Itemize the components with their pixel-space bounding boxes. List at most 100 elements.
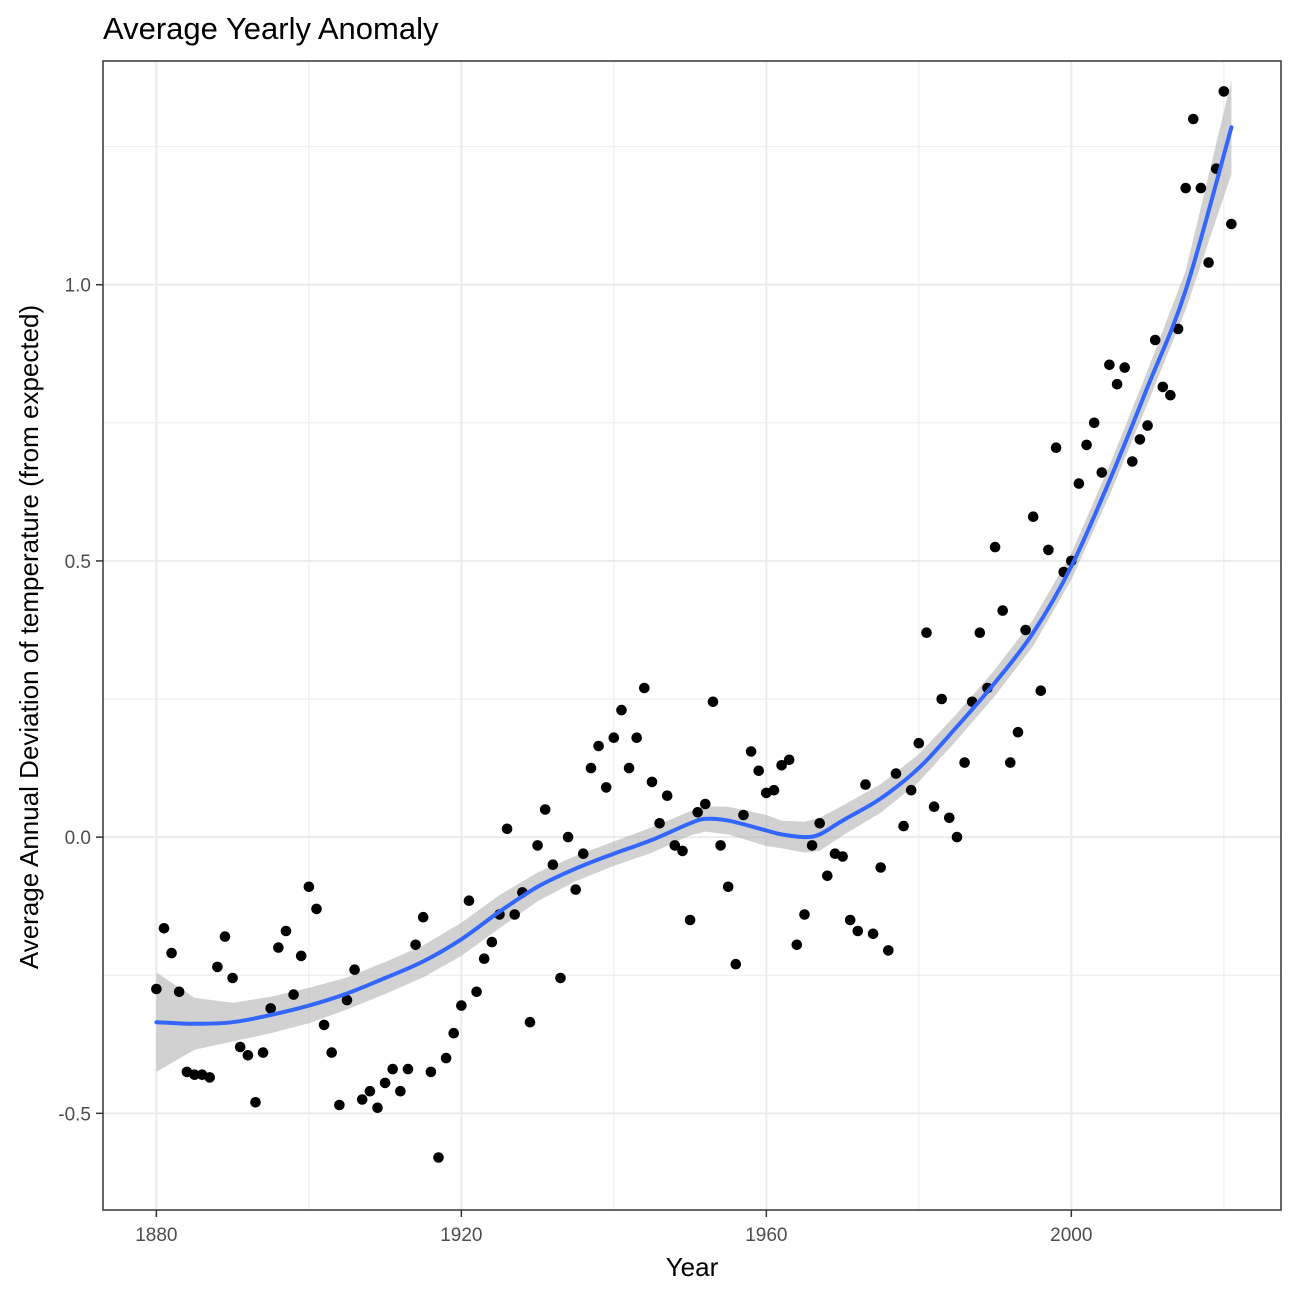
smooth-line-path [154,125,1234,1026]
y-tick-label: 0.0 [65,828,91,849]
data-point [212,961,223,973]
data-point [1157,381,1169,393]
data-point [265,1003,277,1014]
data-point [745,746,757,757]
data-point [303,881,315,893]
data-point [776,760,787,771]
data-point [433,1152,444,1163]
major-gridlines [103,61,1281,1210]
data-point [1226,218,1237,230]
data-point [768,784,780,796]
data-point [234,1041,246,1053]
data-point [334,1099,345,1111]
data-point [364,1085,376,1097]
y-tick-label: 1.0 [65,276,91,297]
data-point [883,945,894,956]
data-point [951,831,963,843]
data-point [288,989,299,1000]
x-tick-label: 1960 [745,1225,787,1246]
data-point [189,1069,200,1080]
data-point [616,704,627,716]
data-point [684,914,696,926]
data-point [608,732,620,743]
data-point [661,790,673,801]
data-point [928,801,940,812]
data-point [1188,113,1199,125]
data-point [898,820,909,832]
data-point [997,605,1008,616]
data-point [905,784,917,796]
data-point [318,1019,330,1031]
x-axis: 1880 1920 1960 2000 [135,1210,1092,1246]
data-point [242,1050,254,1061]
data-point [722,881,734,893]
data-point [1035,685,1047,696]
data-point [860,779,871,790]
data-point [486,936,498,948]
data-point [1165,389,1176,401]
data-points [151,86,1237,1163]
data-point [623,762,635,774]
data-point [341,994,353,1006]
data-point [844,914,856,926]
data-point [783,754,795,766]
data-point [1134,434,1146,445]
data-point [280,925,292,937]
data-point [1195,182,1207,194]
data-point [417,911,429,923]
data-point [463,895,475,906]
data-point [806,840,818,851]
data-point [326,1047,338,1058]
data-point [1050,442,1062,454]
data-point [478,953,490,964]
data-point [379,1077,391,1089]
data-point [913,737,925,749]
data-point [791,939,803,951]
data-point [1027,511,1039,522]
data-point [273,942,284,953]
minor-gridlines [103,61,1281,1210]
data-point [524,1016,536,1028]
data-point [1104,359,1115,371]
data-point [936,693,947,705]
data-point [639,682,650,694]
data-point [1043,544,1054,556]
data-point [646,776,658,788]
data-point [875,862,886,873]
data-point [471,986,482,998]
data-point [1218,86,1230,97]
data-point [814,818,825,829]
panel-border [102,60,1282,1211]
data-point [1073,478,1085,489]
data-point [158,923,170,934]
data-point [753,765,764,777]
data-point [402,1063,414,1075]
data-point [578,848,589,859]
data-point [204,1072,215,1083]
data-point [631,732,642,743]
data-point [738,809,749,821]
plot-panel [102,60,1282,1211]
data-point [707,696,719,708]
data-point [692,807,703,818]
data-point [425,1066,437,1078]
data-point [547,859,559,870]
data-point [715,840,726,851]
chart-title: Average Yearly Anomaly [103,11,439,46]
data-point [501,823,513,835]
data-point [867,928,879,940]
data-point [921,627,932,638]
data-point [730,958,742,970]
smooth-line [154,125,1234,1026]
data-point [570,884,581,895]
data-point [600,782,612,793]
data-point [669,840,681,851]
data-point [1172,323,1184,335]
data-point [822,870,833,882]
data-point [295,950,307,962]
data-point [1088,417,1100,429]
data-point [1111,378,1123,390]
data-point [257,1047,269,1058]
data-point [1180,182,1191,194]
